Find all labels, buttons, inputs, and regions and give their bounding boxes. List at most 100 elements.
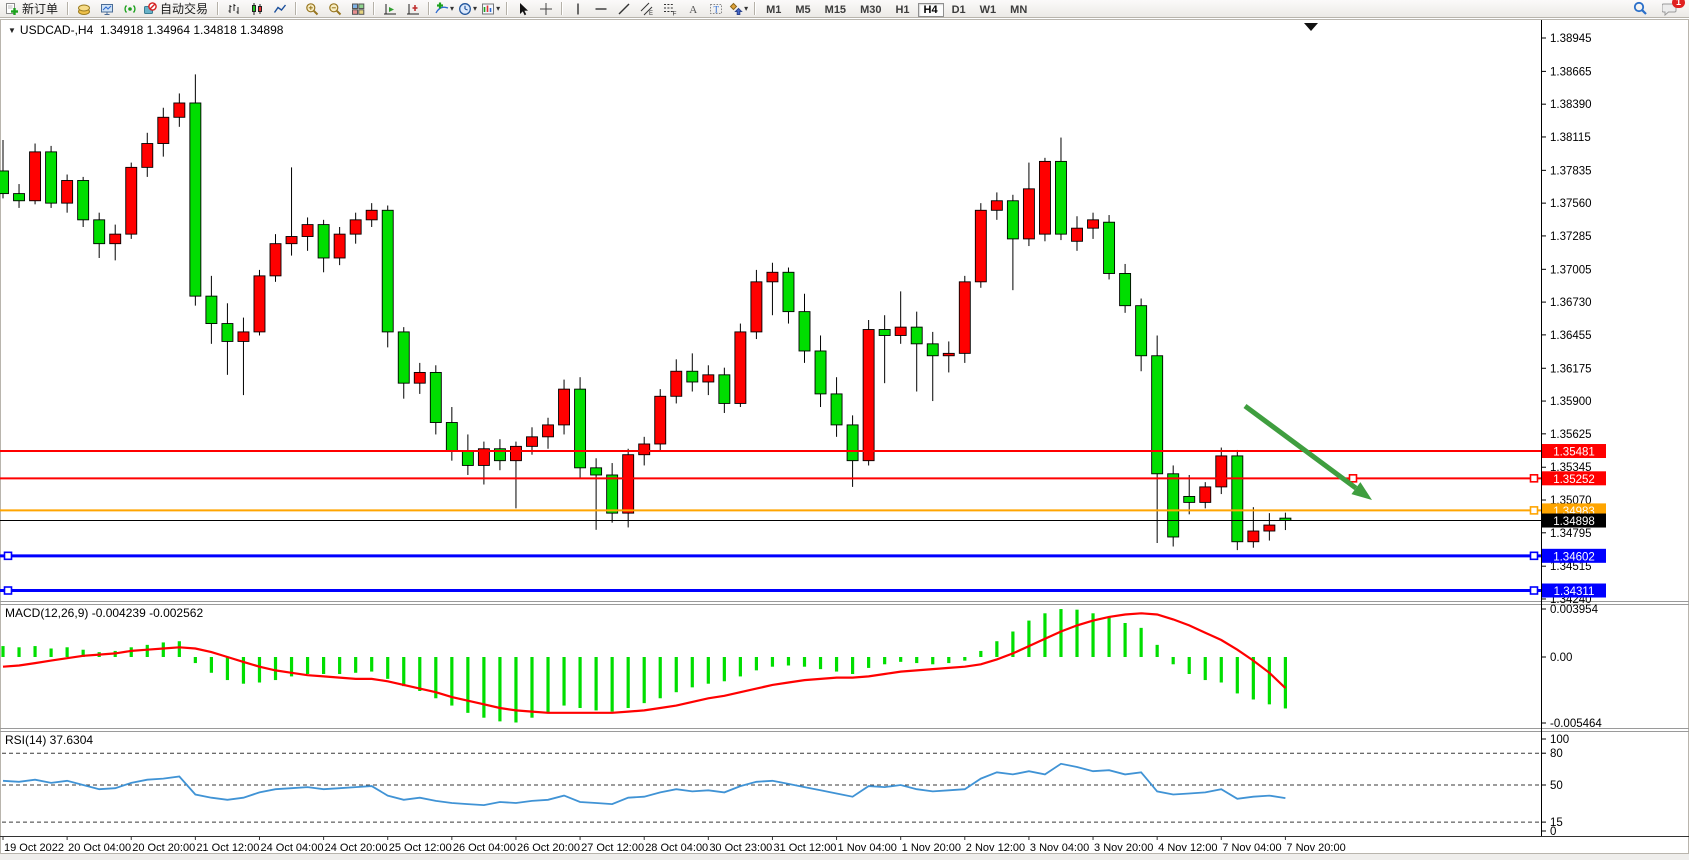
horizontal-line-1.34983[interactable] xyxy=(0,506,1541,515)
price-badge-1.34898: 1.34898 xyxy=(1542,513,1606,528)
line-drag-handle[interactable] xyxy=(1529,506,1539,515)
zoom-in-button[interactable] xyxy=(300,0,323,18)
price-tick-label: 1.37560 xyxy=(1550,198,1592,210)
timeframe-button-H1[interactable]: H1 xyxy=(895,3,910,16)
horizontal-line-1.34311[interactable] xyxy=(0,586,1541,595)
date-tick-label: 24 Oct 04:00 xyxy=(260,842,323,854)
market-watch-button[interactable] xyxy=(95,0,118,18)
search-button[interactable] xyxy=(1629,0,1652,18)
date-tick-label: 3 Nov 04:00 xyxy=(1030,842,1089,854)
date-tick-label: 4 Nov 12:00 xyxy=(1158,842,1217,854)
chart-shift-button[interactable] xyxy=(401,0,424,18)
trend-arrow-annotation[interactable] xyxy=(1243,403,1372,500)
price-tick-label: 1.37835 xyxy=(1550,165,1592,177)
timeframe-button-MN[interactable]: MN xyxy=(1010,3,1028,16)
timeframe-toolbar: M1 M5 M15 M30 H1 H4 D1 W1 MN xyxy=(759,0,1034,18)
zoom-out-icon xyxy=(328,2,342,16)
window-menu-icon[interactable]: ▼ xyxy=(8,26,16,35)
timeframe-button-D1[interactable]: D1 xyxy=(951,3,966,16)
cursor-mode-button[interactable] xyxy=(511,0,534,18)
arrows-shapes-icon xyxy=(729,2,743,16)
macd-tick-label: 0.003954 xyxy=(1550,604,1599,616)
templates-button[interactable]: ▾ xyxy=(479,0,502,18)
trendline-tool-button[interactable] xyxy=(612,0,635,18)
horizontal-line-1.34602[interactable] xyxy=(0,551,1541,561)
bar-chart-mode-button[interactable] xyxy=(222,0,245,18)
tile-windows-icon xyxy=(351,2,365,16)
price-tick-label: 1.35345 xyxy=(1550,462,1592,474)
price-tick-label: 1.36175 xyxy=(1550,363,1592,375)
candlestick-mode-button[interactable] xyxy=(245,0,268,18)
toolbar-separator xyxy=(217,2,219,15)
signals-button[interactable] xyxy=(118,0,141,18)
arrows-tool-button[interactable]: ▾ xyxy=(727,0,750,18)
crosshair-mode-button[interactable] xyxy=(534,0,557,18)
auto-trading-label: 自动交易 xyxy=(160,1,209,16)
line-drag-handle[interactable] xyxy=(1529,586,1539,595)
notifications-button[interactable]: 1 xyxy=(1658,0,1685,18)
toolbar-separator xyxy=(295,2,297,15)
price-tick-label: 1.38945 xyxy=(1550,33,1592,45)
channel-tool-button[interactable]: E xyxy=(635,0,658,18)
horizontal-line-tool-button[interactable] xyxy=(589,0,612,18)
price-tick-label: 1.35625 xyxy=(1550,429,1592,441)
line-chart-icon xyxy=(273,2,287,16)
rsi-line xyxy=(2,762,1286,807)
date-tick-label: 2 Nov 12:00 xyxy=(966,842,1025,854)
date-tick-label: 21 Oct 12:00 xyxy=(196,842,259,854)
price-axis[interactable]: 1.38945 1.38665 1.38390 1.38115 1.37835 1.375… xyxy=(1541,20,1602,838)
rsi-tick-label: 15 xyxy=(1550,817,1563,829)
line-drag-handle[interactable] xyxy=(3,551,13,561)
fibonacci-tool-button[interactable]: F xyxy=(658,0,681,18)
date-axis[interactable]: 19 Oct 2022 20 Oct 04:00 20 Oct 20:00 21 Oc… xyxy=(0,836,1689,854)
line-drag-handle[interactable] xyxy=(1529,474,1539,483)
chart-title-bar[interactable]: ▼ USDCAD-,H4 1.34918 1.34964 1.34818 1.34… xyxy=(8,23,283,37)
date-tick-label: 26 Oct 20:00 xyxy=(517,842,580,854)
timeframe-button-M1[interactable]: M1 xyxy=(766,3,782,16)
timeframe-button-W1[interactable]: W1 xyxy=(979,3,997,16)
line-drag-handle[interactable] xyxy=(3,586,13,595)
date-tick-label: 30 Oct 23:00 xyxy=(709,842,772,854)
indicators-button[interactable]: ▾ xyxy=(433,0,456,18)
panel-separators[interactable] xyxy=(0,601,1689,732)
indicators-icon xyxy=(435,2,449,16)
timeframe-button-M15[interactable]: M15 xyxy=(824,3,847,16)
rsi-tick-label: 50 xyxy=(1550,780,1563,792)
ohlc-bars-icon xyxy=(227,2,241,16)
new-order-button[interactable]: 新订单 xyxy=(3,0,63,18)
price-badge-1.35481: 1.35481 xyxy=(1542,444,1606,459)
zoom-out-button[interactable] xyxy=(323,0,346,18)
deposit-button[interactable] xyxy=(72,0,95,18)
main-toolbar: 新订单 自动交易 xyxy=(0,0,1689,18)
periods-button[interactable]: ▾ xyxy=(456,0,479,18)
dropdown-caret-icon: ▾ xyxy=(450,4,455,13)
text-label-tool-button[interactable]: T xyxy=(704,0,727,18)
toolbar-separator xyxy=(428,2,430,15)
trendline-icon xyxy=(617,2,631,16)
equidistant-channel-icon: E xyxy=(640,2,654,16)
svg-text:1.35481: 1.35481 xyxy=(1553,447,1595,459)
horizontal-line-1.35252[interactable] xyxy=(0,474,1541,483)
dropdown-caret-icon: ▾ xyxy=(744,4,749,13)
chart-shift-marker-icon[interactable] xyxy=(1304,23,1318,31)
auto-trading-button[interactable]: 自动交易 xyxy=(141,0,213,18)
tile-windows-button[interactable] xyxy=(346,0,369,18)
auto-scroll-button[interactable] xyxy=(378,0,401,18)
timeframe-button-H4[interactable]: H4 xyxy=(917,2,944,17)
date-tick-label: 31 Oct 12:00 xyxy=(773,842,836,854)
horizontal-line-icon xyxy=(594,2,608,16)
svg-text:T: T xyxy=(713,4,719,14)
date-tick-label: 1 Nov 20:00 xyxy=(902,842,961,854)
date-tick-label: 20 Oct 04:00 xyxy=(68,842,131,854)
signal-icon xyxy=(123,2,137,16)
text-label-icon: T xyxy=(709,2,723,16)
line-drag-handle[interactable] xyxy=(1529,551,1539,561)
vertical-line-tool-button[interactable] xyxy=(566,0,589,18)
line-drag-handle[interactable] xyxy=(1348,474,1358,483)
line-chart-mode-button[interactable] xyxy=(268,0,291,18)
dropdown-caret-icon: ▾ xyxy=(473,4,478,13)
timeframe-button-M5[interactable]: M5 xyxy=(795,3,811,16)
text-tool-button[interactable]: A xyxy=(681,0,704,18)
timeframe-button-M30[interactable]: M30 xyxy=(860,3,882,16)
